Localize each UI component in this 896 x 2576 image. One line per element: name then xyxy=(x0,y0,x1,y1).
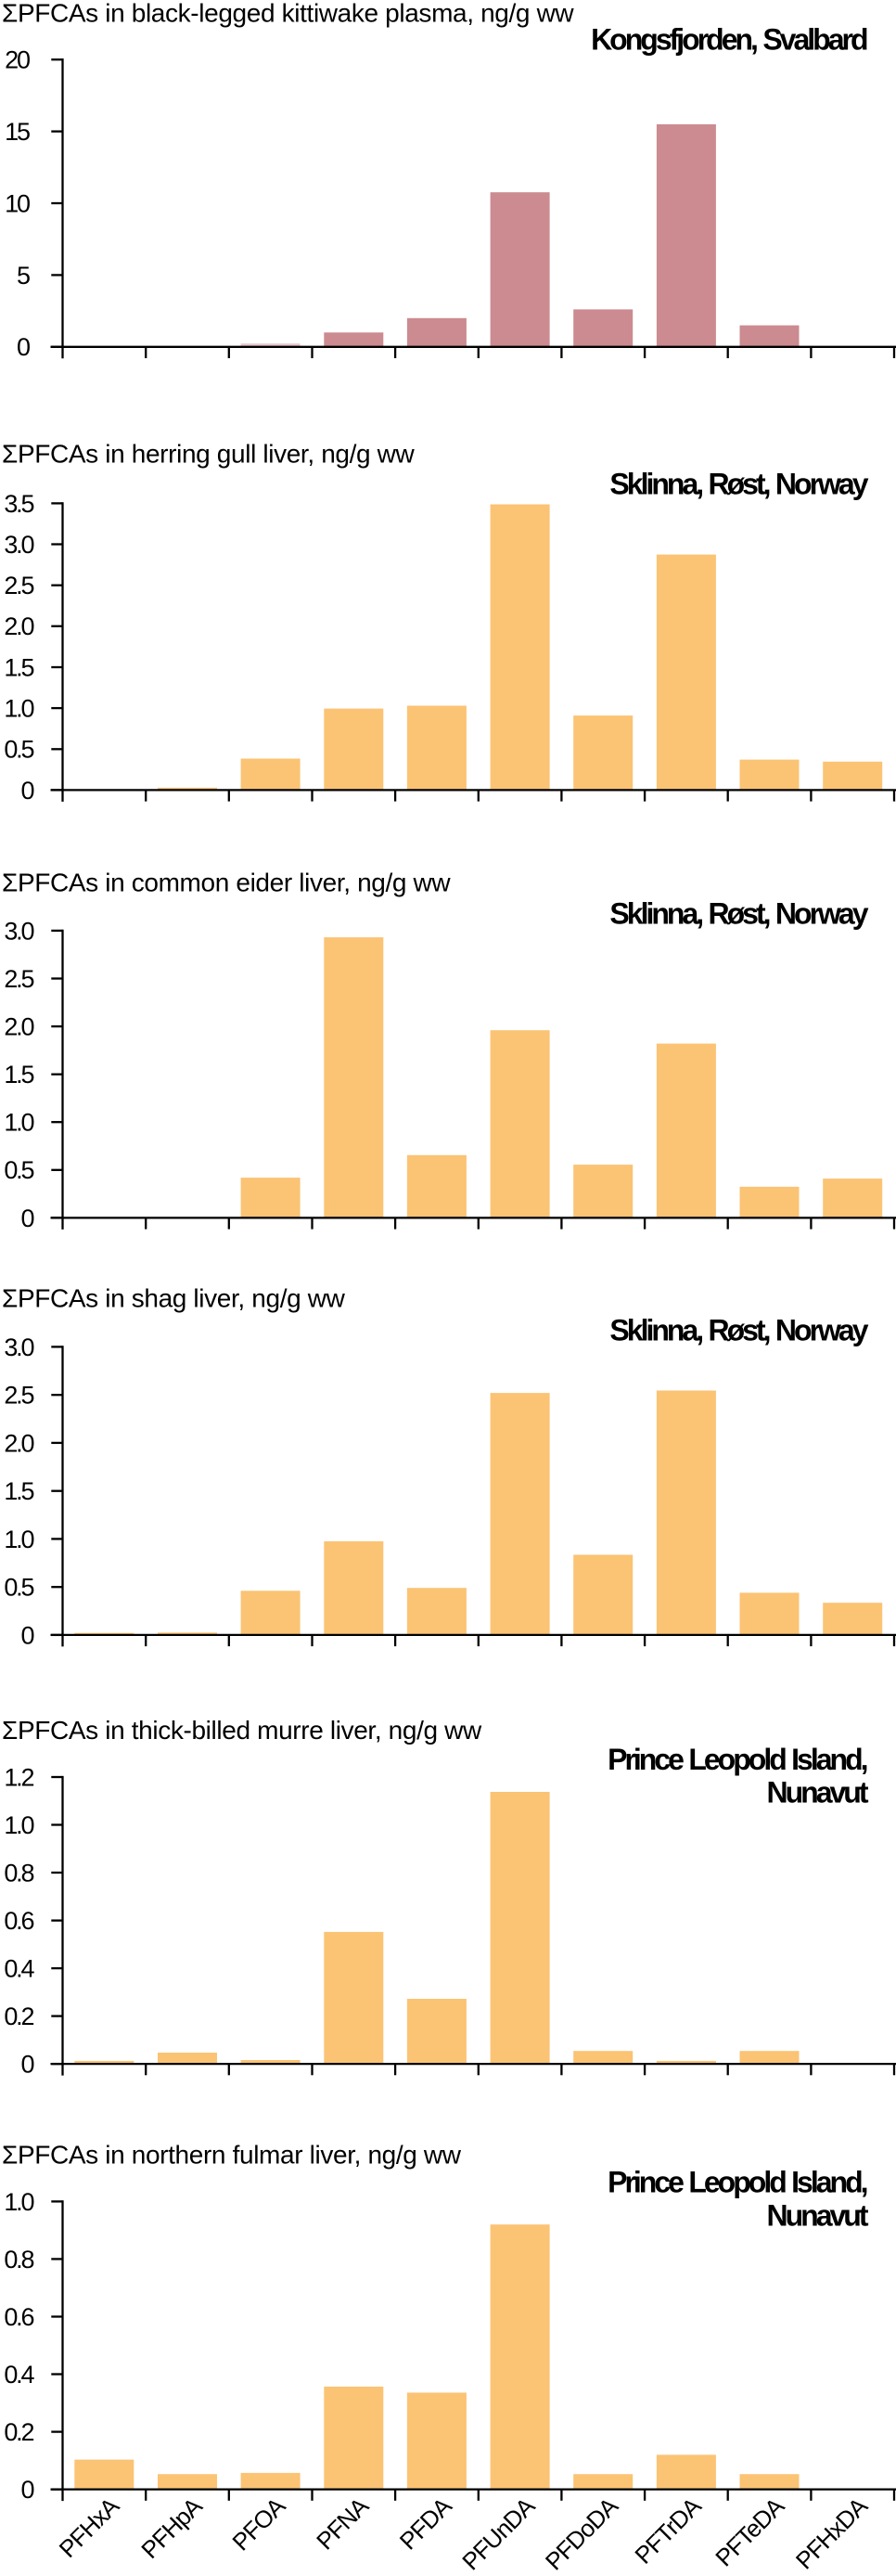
svg-text:2.5: 2.5 xyxy=(4,1382,33,1410)
svg-text:Sklinna, Røst, Norway: Sklinna, Røst, Norway xyxy=(609,1313,868,1346)
svg-text:20: 20 xyxy=(5,46,30,74)
svg-text:1.0: 1.0 xyxy=(4,1526,33,1553)
svg-text:10: 10 xyxy=(5,189,30,217)
svg-text:0: 0 xyxy=(20,1204,33,1232)
svg-text:ΣPFCAs in northern fulmar live: ΣPFCAs in northern fulmar liver, ng/g ww xyxy=(2,2140,462,2169)
svg-text:0.4: 0.4 xyxy=(4,1955,34,1983)
svg-text:0: 0 xyxy=(20,1621,33,1649)
svg-text:ΣPFCAs in black-legged kittiwa: ΣPFCAs in black-legged kittiwake plasma,… xyxy=(2,0,574,27)
svg-text:3.0: 3.0 xyxy=(4,531,33,559)
svg-text:ΣPFCAs in thick-billed murre l: ΣPFCAs in thick-billed murre liver, ng/g… xyxy=(2,1716,482,1745)
svg-text:Prince Leopold Island,: Prince Leopold Island, xyxy=(608,1743,867,1776)
svg-text:0: 0 xyxy=(17,333,30,361)
svg-text:0.8: 0.8 xyxy=(4,2246,33,2273)
svg-text:1.0: 1.0 xyxy=(4,2188,33,2216)
svg-text:5: 5 xyxy=(17,262,30,290)
svg-text:2.0: 2.0 xyxy=(4,612,33,640)
svg-text:0.5: 0.5 xyxy=(4,1156,33,1184)
svg-text:1.5: 1.5 xyxy=(4,1477,33,1505)
svg-text:1.5: 1.5 xyxy=(4,653,33,681)
svg-text:0.6: 0.6 xyxy=(4,2303,33,2331)
svg-text:1.5: 1.5 xyxy=(4,1061,33,1088)
svg-text:3.0: 3.0 xyxy=(4,917,33,945)
svg-text:0.5: 0.5 xyxy=(4,1574,33,1602)
svg-text:Sklinna, Røst, Norway: Sklinna, Røst, Norway xyxy=(609,468,868,501)
svg-text:0: 0 xyxy=(20,777,33,805)
svg-text:0.2: 0.2 xyxy=(4,2003,33,2030)
svg-text:ΣPFCAs in herring gull liver,: ΣPFCAs in herring gull liver, ng/g ww xyxy=(2,440,416,469)
svg-text:1.0: 1.0 xyxy=(4,1109,33,1137)
svg-text:1.0: 1.0 xyxy=(4,695,33,723)
svg-text:ΣPFCAs in common eider liver,: ΣPFCAs in common eider liver, ng/g ww xyxy=(2,869,451,897)
svg-text:Prince Leopold Island,: Prince Leopold Island, xyxy=(608,2166,867,2199)
svg-text:Sklinna, Røst, Norway: Sklinna, Røst, Norway xyxy=(609,897,868,931)
svg-text:2.5: 2.5 xyxy=(4,965,33,993)
svg-text:Kongsfjorden, Svalbard: Kongsfjorden, Svalbard xyxy=(591,23,867,57)
svg-text:0.6: 0.6 xyxy=(4,1907,33,1935)
svg-text:15: 15 xyxy=(5,118,30,146)
svg-text:ΣPFCAs in shag liver, ng/g ww: ΣPFCAs in shag liver, ng/g ww xyxy=(2,1284,346,1313)
svg-text:0: 0 xyxy=(20,2476,33,2504)
svg-text:3.5: 3.5 xyxy=(4,490,33,518)
svg-text:Nunavut: Nunavut xyxy=(767,2199,869,2233)
svg-text:2.0: 2.0 xyxy=(4,1429,33,1457)
svg-text:0: 0 xyxy=(20,2051,33,2079)
svg-text:1.2: 1.2 xyxy=(4,1763,33,1791)
svg-text:2.5: 2.5 xyxy=(4,572,33,599)
svg-text:3.0: 3.0 xyxy=(4,1333,33,1361)
svg-text:0.2: 0.2 xyxy=(4,2418,33,2446)
svg-text:0.8: 0.8 xyxy=(4,1859,33,1887)
svg-text:2.0: 2.0 xyxy=(4,1013,33,1041)
svg-text:0.4: 0.4 xyxy=(4,2361,34,2389)
svg-text:0.5: 0.5 xyxy=(4,736,33,764)
svg-text:Nunavut: Nunavut xyxy=(767,1775,869,1809)
svg-text:1.0: 1.0 xyxy=(4,1811,33,1839)
